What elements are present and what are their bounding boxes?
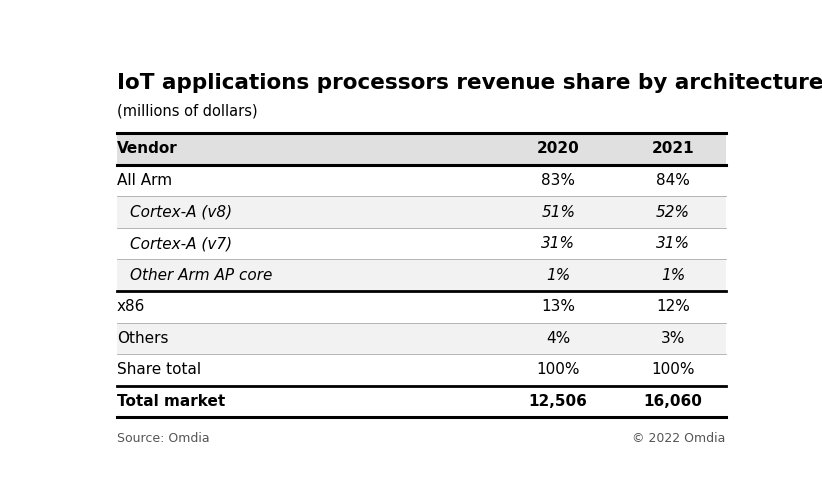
Text: 31%: 31% (541, 236, 575, 251)
Text: 2020: 2020 (537, 142, 580, 156)
Text: 1%: 1% (661, 268, 685, 282)
Text: 84%: 84% (656, 173, 690, 188)
Bar (117, 164, 726, 196)
Bar (117, 196, 726, 228)
Text: 83%: 83% (541, 173, 575, 188)
Text: 13%: 13% (541, 300, 575, 314)
Bar (117, 322, 726, 354)
Text: Vendor: Vendor (117, 142, 178, 156)
Text: Cortex-A (v7): Cortex-A (v7) (130, 236, 232, 251)
Bar (117, 133, 726, 164)
Bar (117, 228, 726, 260)
Text: All Arm: All Arm (117, 173, 172, 188)
Text: Other Arm AP core: Other Arm AP core (130, 268, 272, 282)
Text: x86: x86 (117, 300, 145, 314)
Bar (117, 386, 726, 418)
Text: 12%: 12% (656, 300, 690, 314)
Text: Others: Others (117, 331, 169, 346)
Bar (117, 291, 726, 322)
Text: Share total: Share total (117, 362, 201, 378)
Text: Total market: Total market (117, 394, 225, 409)
Text: 12,506: 12,506 (529, 394, 588, 409)
Text: 100%: 100% (651, 362, 695, 378)
Text: Cortex-A (v8): Cortex-A (v8) (130, 204, 232, 220)
Text: IoT applications processors revenue share by architecture: IoT applications processors revenue shar… (117, 74, 822, 94)
Text: 52%: 52% (656, 204, 690, 220)
Bar (117, 354, 726, 386)
Text: 16,060: 16,060 (644, 394, 702, 409)
Text: 31%: 31% (656, 236, 690, 251)
Text: 4%: 4% (546, 331, 570, 346)
Text: 3%: 3% (661, 331, 685, 346)
Text: © 2022 Omdia: © 2022 Omdia (632, 432, 726, 445)
Text: 1%: 1% (546, 268, 570, 282)
Bar (117, 260, 726, 291)
Text: (millions of dollars): (millions of dollars) (117, 103, 257, 118)
Text: Source: Omdia: Source: Omdia (117, 432, 210, 445)
Text: 51%: 51% (541, 204, 575, 220)
Text: 2021: 2021 (652, 142, 695, 156)
Text: 100%: 100% (537, 362, 580, 378)
